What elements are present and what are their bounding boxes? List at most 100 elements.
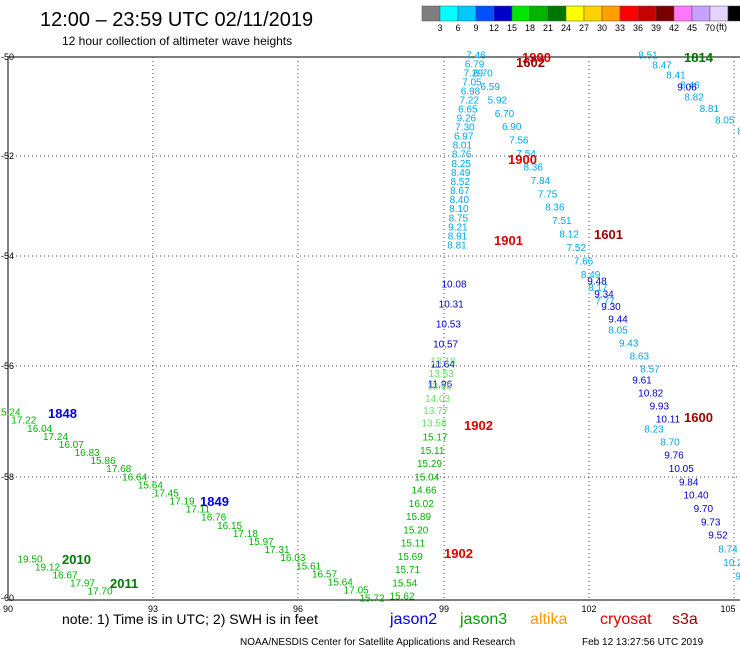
wave-height-value: 17.97 <box>70 579 95 590</box>
wave-height-value: 8.10 <box>449 204 469 215</box>
wave-height-value: 8.41 <box>666 71 686 82</box>
wave-height-value: 8.67 <box>450 186 470 197</box>
wave-height-value: 9.34 <box>594 289 614 300</box>
satellite-track: 15.2417.2216.0417.2416.0716.8315.8617.68… <box>0 408 385 605</box>
wave-height-value: 15.62 <box>389 592 414 603</box>
wave-height-color-scale: 3 6 9 12 15 18 21 24 27 30 33 36 39 42 45 70 <box>421 5 740 33</box>
scale-tick-label: 45 <box>687 23 697 33</box>
wave-height-value: 9.06 <box>677 83 697 94</box>
wave-height-value: 9.21 <box>448 222 468 233</box>
longitude-label: 96 <box>293 604 303 614</box>
wave-height-value: 5.92 <box>488 95 508 106</box>
scale-swatch <box>583 5 603 22</box>
wave-height-value: 8.36 <box>545 203 565 214</box>
wave-height-value: 8.46 <box>680 81 700 92</box>
scale-swatch <box>439 5 459 22</box>
wave-height-value: 8.47 <box>652 61 672 72</box>
wave-height-value: 8.05 <box>715 115 735 126</box>
wave-height-value: 16.64 <box>122 472 147 483</box>
wave-height-value: 17.31 <box>264 545 289 556</box>
wave-height-value: 15.24 <box>0 408 21 419</box>
wave-height-value: 7.52 <box>567 243 587 254</box>
axis-labels: 90 93 96 99 102 105 -50 -52 -54 -56 -58 -60 <box>1 52 736 614</box>
scale-swatch <box>493 5 513 22</box>
wave-height-value: 6.97 <box>454 132 474 143</box>
satellite-track: 9.76 10.05 9.84 10.40 9.70 9.73 9.52 <box>664 451 728 542</box>
pass-time-label: 1900 <box>508 152 537 167</box>
scale-tick-label: 6 <box>455 23 460 33</box>
wave-height-value: 14.66 <box>411 486 436 497</box>
wave-height-value: 9.30 <box>601 302 621 313</box>
wave-height-value: 17.19 <box>170 497 195 508</box>
wave-height-value: 7.56 <box>509 136 529 147</box>
wave-height-value: 16.07 <box>59 440 84 451</box>
satellite-track: 10.08 10.31 10.53 10.57 11.64 11.96 <box>428 280 467 391</box>
lat-lon-grid <box>7 56 740 601</box>
wave-height-value: 19.12 <box>35 563 60 574</box>
wave-height-value: 7.51 <box>552 216 572 227</box>
satellite-track: 7.466.797.297.056.987.226.659.267.306.97… <box>447 51 486 252</box>
wave-height-value: 9.84 <box>679 477 699 488</box>
wave-height-value: 15.29 <box>417 459 442 470</box>
wave-height-value: 13.53 <box>429 369 454 380</box>
wave-height-value: 17.22 <box>11 416 36 427</box>
wave-height-value: 16.04 <box>27 424 52 435</box>
wave-height-value: 9.26 <box>457 114 477 125</box>
wave-height-value: 16.67 <box>52 571 77 582</box>
wave-height-value: 6.65 <box>458 105 478 116</box>
satellite-legend-cryosat: cryosat <box>600 611 652 628</box>
wave-height-value: 15.20 <box>403 525 428 536</box>
scale-tick-label: 9 <box>473 23 478 33</box>
scale-swatch <box>421 5 441 22</box>
wave-height-value: 7.77 <box>595 297 615 308</box>
longitude-label: 99 <box>439 604 449 614</box>
wave-height-value: 8.25 <box>451 159 471 170</box>
wave-height-value: 10.40 <box>683 491 708 502</box>
wave-height-value: 7.46 <box>466 51 486 62</box>
scale-tick-label: 15 <box>507 23 517 33</box>
wave-height-value: 6.70 <box>495 109 515 120</box>
latitude-label: -50 <box>1 52 14 62</box>
pass-time-label: 1849 <box>200 494 229 509</box>
wave-height-value: 15.11 <box>401 539 426 550</box>
pass-time-label: 1600 <box>684 410 713 425</box>
wave-height-value: 16.76 <box>201 513 226 524</box>
wave-height-value: 15.17 <box>422 433 447 444</box>
longitude-label: 93 <box>148 604 158 614</box>
satellite-track: 9.61 10.82 9.93 10.11 <box>632 376 680 426</box>
wave-height-value: 19.50 <box>17 555 42 566</box>
pass-time-label: 1601 <box>594 227 623 242</box>
wave-height-value: 17.70 <box>87 587 112 598</box>
wave-height-value: 15.64 <box>328 577 353 588</box>
satellite-legend-s3a: s3a <box>672 611 698 628</box>
scale-tick-label: 70 <box>705 23 715 33</box>
satellite-track: 8.05 9.43 8.63 8.57 <box>608 326 660 376</box>
wave-height-value: 8.76 <box>452 150 472 161</box>
wave-height-value: 8.51 <box>638 51 658 62</box>
satellite-track: 8.23 8.70 <box>644 425 680 449</box>
latitude-label: -54 <box>1 251 14 261</box>
scale-swatch <box>511 5 531 22</box>
wave-height-value: 7.84 <box>531 176 551 187</box>
longitude-label: 90 <box>3 604 13 614</box>
wave-height-value: 8.01 <box>453 141 473 152</box>
wave-height-value: 8.23 <box>644 425 664 436</box>
satellite-track: 8.828.818.058 <box>684 93 740 138</box>
wave-height-value: 16.15 <box>217 521 242 532</box>
longitude-label: 102 <box>581 604 596 614</box>
wave-height-value: 17.24 <box>43 432 68 443</box>
pass-time-label: 1602 <box>516 55 545 70</box>
wave-height-value: 16.57 <box>312 569 337 580</box>
wave-height-value: 7.30 <box>455 123 475 134</box>
wave-height-value: 11.96 <box>428 380 453 391</box>
wave-height-value: 15.71 <box>395 565 420 576</box>
wave-height-value: 10.82 <box>638 389 663 400</box>
wave-height-value: 10.57 <box>433 340 458 351</box>
wave-height-value: 8.49 <box>581 270 601 281</box>
credit-text: NOAA/NESDIS Center for Satellite Applica… <box>240 637 515 648</box>
pass-time-label: 2010 <box>62 552 91 567</box>
pass-time-label: 1900 <box>522 50 551 65</box>
wave-height-value: 6.70 <box>473 69 493 80</box>
